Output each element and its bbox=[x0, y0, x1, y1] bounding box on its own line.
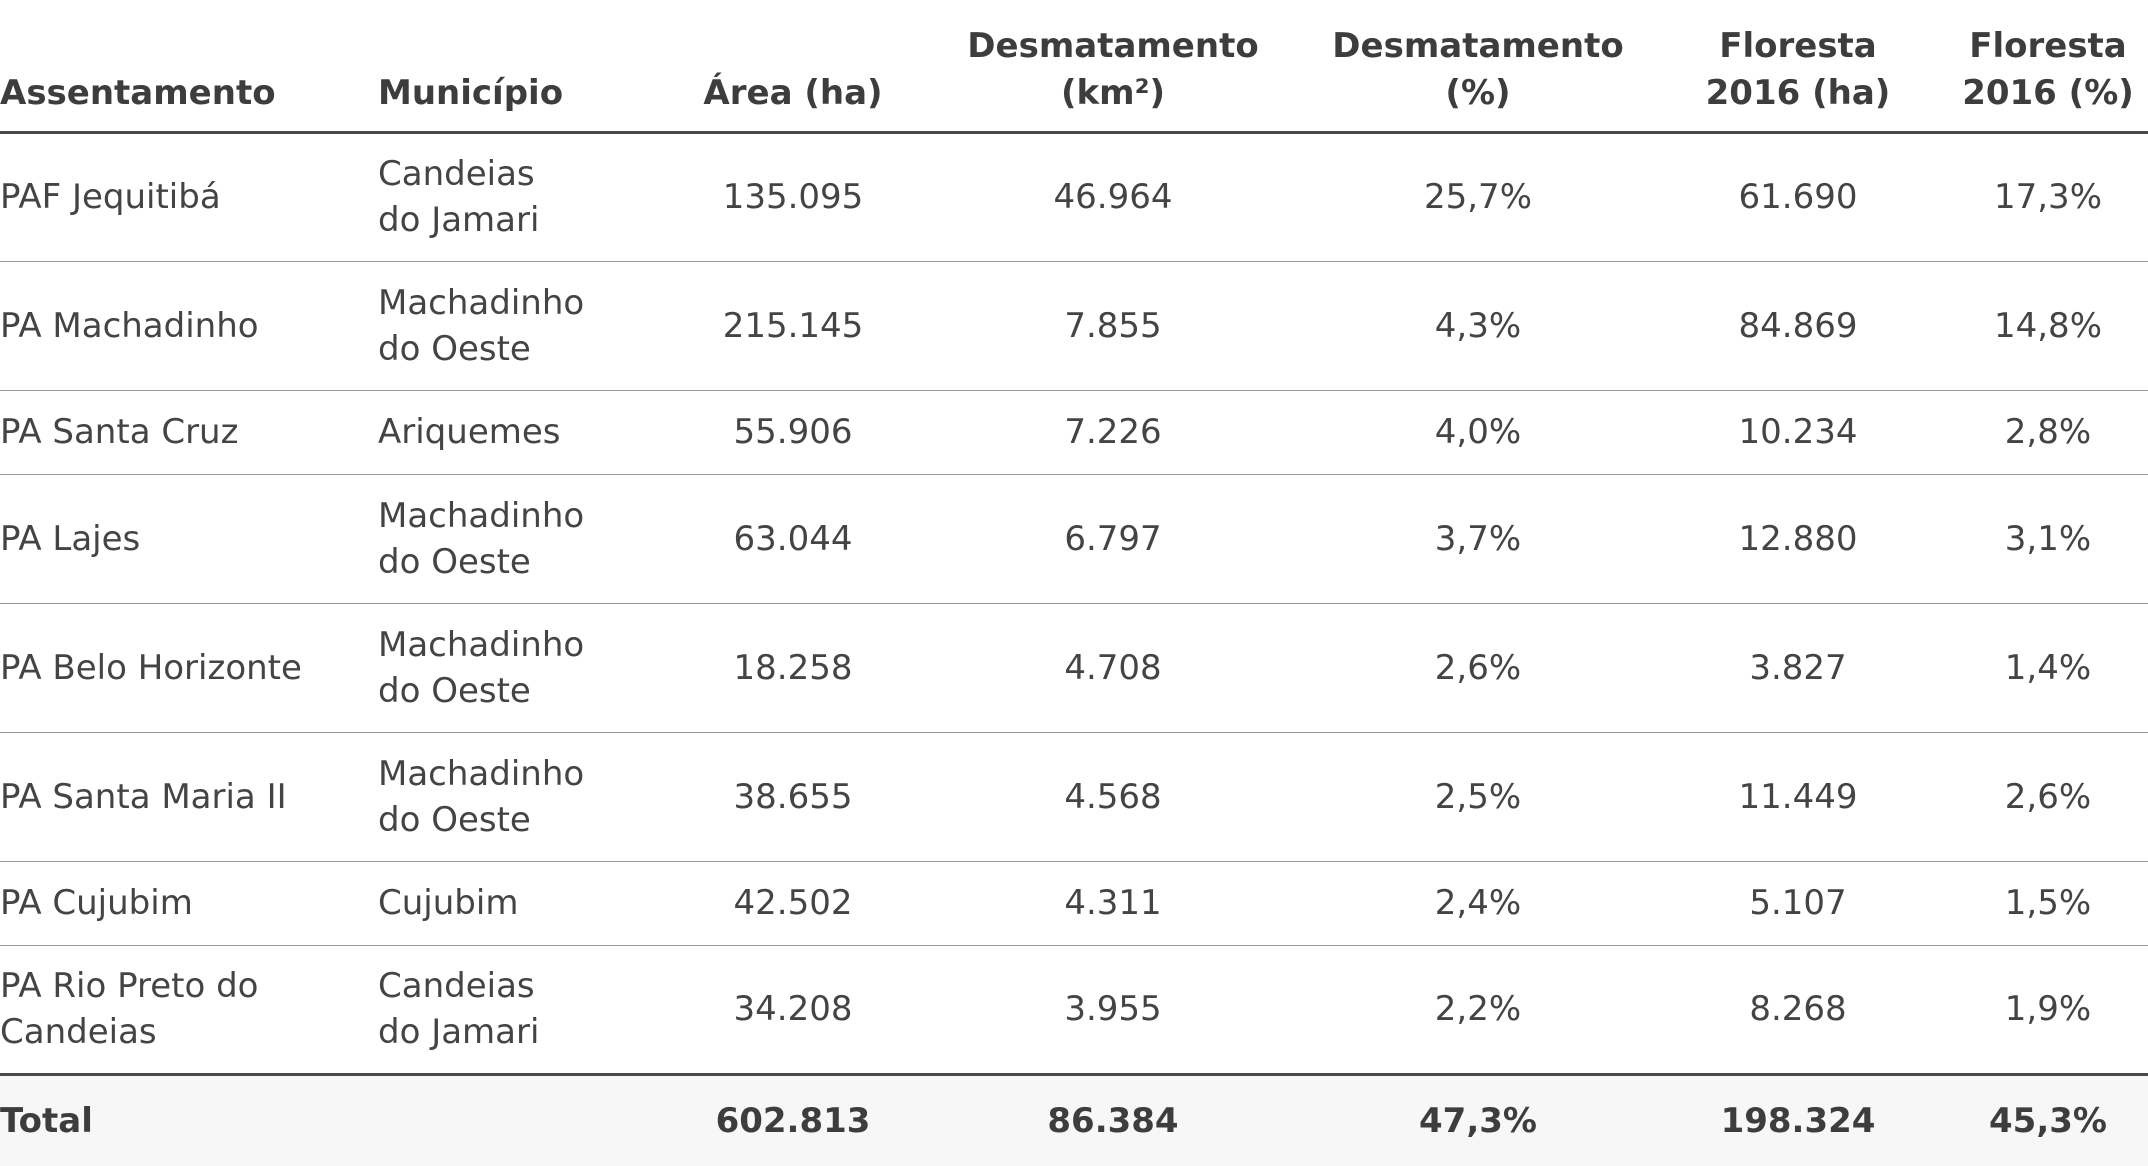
cell-area: 215.145 bbox=[668, 261, 918, 391]
header-municipio: Município bbox=[378, 0, 668, 134]
cell-municipio: Candeias do Jamari bbox=[378, 132, 668, 262]
table-row: PA Lajes Machadinho do Oeste 63.044 6.79… bbox=[0, 474, 2148, 604]
table-header: Assentamento Município Área (ha) Desmata… bbox=[0, 0, 2148, 134]
cell-desmatamento-km2: 46.964 bbox=[918, 132, 1308, 262]
cell-assentamento: PAF Jequitibá bbox=[0, 132, 378, 262]
cell-area: 42.502 bbox=[668, 861, 918, 946]
total-desmatamento-km2: 86.384 bbox=[1047, 1100, 1179, 1141]
cell-desmatamento-km2: 7.855 bbox=[918, 261, 1308, 391]
cell-floresta-pct: 1,5% bbox=[1948, 861, 2148, 946]
total-label: Total bbox=[0, 1100, 93, 1141]
total-row: Total 602.813 86.384 47,3% 198.324 45,3% bbox=[0, 1074, 2148, 1166]
cell-municipio: Cujubim bbox=[378, 861, 668, 946]
cell-municipio: Machadinho do Oeste bbox=[378, 474, 668, 604]
table-body: PAF Jequitibá Candeias do Jamari 135.095… bbox=[0, 132, 2148, 1076]
total-municipio-empty bbox=[378, 1074, 668, 1166]
cell-municipio: Ariquemes bbox=[378, 390, 668, 475]
cell-floresta-ha: 84.869 bbox=[1648, 261, 1948, 391]
cell-assentamento: PA Lajes bbox=[0, 474, 378, 604]
cell-desmatamento-km2: 3.955 bbox=[918, 945, 1308, 1076]
cell-desmatamento-km2: 6.797 bbox=[918, 474, 1308, 604]
header-row: Assentamento Município Área (ha) Desmata… bbox=[0, 0, 2148, 134]
cell-floresta-ha: 10.234 bbox=[1648, 390, 1948, 475]
table-row: PA Belo Horizonte Machadinho do Oeste 18… bbox=[0, 603, 2148, 733]
cell-desmatamento-pct: 2,2% bbox=[1308, 945, 1648, 1076]
table-row: PA Santa Maria II Machadinho do Oeste 38… bbox=[0, 732, 2148, 862]
header-floresta-ha: Floresta 2016 (ha) bbox=[1648, 0, 1948, 134]
cell-desmatamento-km2: 4.568 bbox=[918, 732, 1308, 862]
cell-desmatamento-pct: 25,7% bbox=[1308, 132, 1648, 262]
header-assentamento: Assentamento bbox=[0, 0, 378, 134]
cell-assentamento: PA Belo Horizonte bbox=[0, 603, 378, 733]
total-floresta-ha: 198.324 bbox=[1720, 1100, 1876, 1141]
cell-floresta-pct: 1,9% bbox=[1948, 945, 2148, 1076]
cell-floresta-pct: 14,8% bbox=[1948, 261, 2148, 391]
cell-floresta-ha: 11.449 bbox=[1648, 732, 1948, 862]
cell-desmatamento-pct: 2,6% bbox=[1308, 603, 1648, 733]
cell-floresta-ha: 12.880 bbox=[1648, 474, 1948, 604]
table-footer: Total 602.813 86.384 47,3% 198.324 45,3% bbox=[0, 1074, 2148, 1166]
cell-municipio: Machadinho do Oeste bbox=[378, 603, 668, 733]
cell-desmatamento-km2: 4.311 bbox=[918, 861, 1308, 946]
cell-desmatamento-pct: 4,3% bbox=[1308, 261, 1648, 391]
cell-area: 38.655 bbox=[668, 732, 918, 862]
table-row: PA Cujubim Cujubim 42.502 4.311 2,4% 5.1… bbox=[0, 861, 2148, 946]
cell-floresta-ha: 8.268 bbox=[1648, 945, 1948, 1076]
cell-floresta-pct: 2,8% bbox=[1948, 390, 2148, 475]
cell-municipio: Candeias do Jamari bbox=[378, 945, 668, 1076]
header-desmatamento-km2: Desmatamento (km²) bbox=[918, 0, 1308, 134]
table-row: PA Machadinho Machadinho do Oeste 215.14… bbox=[0, 261, 2148, 391]
header-desmatamento-pct: Desmatamento (%) bbox=[1308, 0, 1648, 134]
cell-desmatamento-pct: 2,4% bbox=[1308, 861, 1648, 946]
cell-area: 135.095 bbox=[668, 132, 918, 262]
cell-area: 18.258 bbox=[668, 603, 918, 733]
cell-assentamento: PA Santa Cruz bbox=[0, 390, 378, 475]
header-area: Área (ha) bbox=[668, 0, 918, 134]
table-row: PA Santa Cruz Ariquemes 55.906 7.226 4,0… bbox=[0, 390, 2148, 475]
cell-desmatamento-pct: 3,7% bbox=[1308, 474, 1648, 604]
cell-floresta-ha: 5.107 bbox=[1648, 861, 1948, 946]
cell-area: 63.044 bbox=[668, 474, 918, 604]
cell-floresta-pct: 2,6% bbox=[1948, 732, 2148, 862]
table-row: PAF Jequitibá Candeias do Jamari 135.095… bbox=[0, 132, 2148, 262]
cell-municipio: Machadinho do Oeste bbox=[378, 261, 668, 391]
cell-desmatamento-km2: 4.708 bbox=[918, 603, 1308, 733]
cell-assentamento: PA Rio Preto do Candeias bbox=[0, 945, 378, 1076]
cell-floresta-pct: 1,4% bbox=[1948, 603, 2148, 733]
cell-floresta-pct: 3,1% bbox=[1948, 474, 2148, 604]
cell-assentamento: PA Santa Maria II bbox=[0, 732, 378, 862]
table-row: PA Rio Preto do Candeias Candeias do Jam… bbox=[0, 945, 2148, 1076]
total-area: 602.813 bbox=[715, 1100, 871, 1141]
header-floresta-pct: Floresta 2016 (%) bbox=[1948, 0, 2148, 134]
cell-floresta-ha: 61.690 bbox=[1648, 132, 1948, 262]
cell-floresta-pct: 17,3% bbox=[1948, 132, 2148, 262]
total-desmatamento-pct: 47,3% bbox=[1419, 1100, 1537, 1141]
cell-desmatamento-pct: 4,0% bbox=[1308, 390, 1648, 475]
total-floresta-pct: 45,3% bbox=[1989, 1100, 2107, 1141]
cell-floresta-ha: 3.827 bbox=[1648, 603, 1948, 733]
cell-area: 55.906 bbox=[668, 390, 918, 475]
cell-area: 34.208 bbox=[668, 945, 918, 1076]
cell-assentamento: PA Machadinho bbox=[0, 261, 378, 391]
cell-municipio: Machadinho do Oeste bbox=[378, 732, 668, 862]
cell-desmatamento-km2: 7.226 bbox=[918, 390, 1308, 475]
cell-assentamento: PA Cujubim bbox=[0, 861, 378, 946]
cell-desmatamento-pct: 2,5% bbox=[1308, 732, 1648, 862]
